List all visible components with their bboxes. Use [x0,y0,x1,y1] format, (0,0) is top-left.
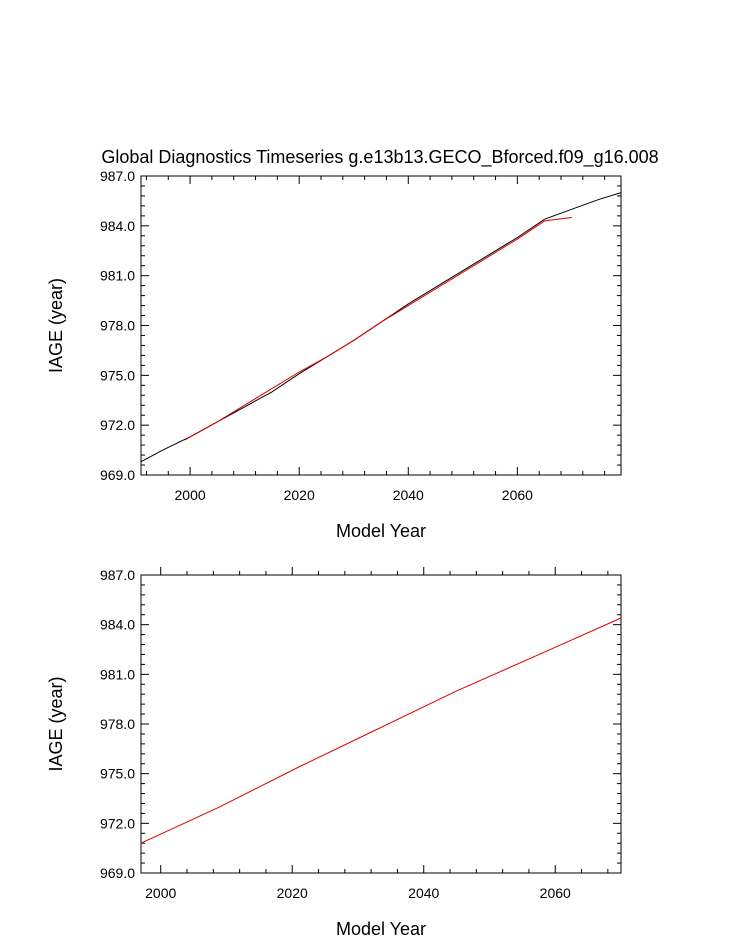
panel1-series-line-2 [184,217,572,441]
panel2-y-axis-title: IAGE (year) [46,676,66,771]
panel1-x-tick-label: 2000 [175,487,206,503]
panel1-series-line-1 [140,192,622,463]
panel2-y-tick-label: 975.0 [100,766,135,782]
panel2-y-tick-label: 981.0 [100,666,135,682]
panel2-x-tick-label: 2060 [540,885,571,901]
panel2-y-tick-label: 972.0 [100,815,135,831]
panel2-plot-frame [140,574,622,874]
panel1-x-tick-label: 2040 [393,487,424,503]
panel1-y-axis-title: IAGE (year) [46,278,66,373]
panel1-y-tick-label: 987.0 [100,168,135,184]
panel2-y-tick-label: 969.0 [100,865,135,881]
panel2-x-axis-title: Model Year [336,919,426,939]
panel1-x-tick-label: 2060 [502,487,533,503]
panel2-y-tick-label: 984.0 [100,617,135,633]
panel2-x-tick-label: 2000 [145,885,176,901]
panel2-y-tick-label: 978.0 [100,716,135,732]
panel1-y-tick-label: 969.0 [100,467,135,483]
panel1-x-axis-title: Model Year [336,521,426,541]
panel2-series-line-1 [140,617,622,844]
panel1-y-tick-label: 984.0 [100,218,135,234]
chart-title: Global Diagnostics Timeseries g.e13b13.G… [101,147,658,168]
panel2-x-tick-label: 2020 [277,885,308,901]
panel1-y-tick-label: 981.0 [100,268,135,284]
panel1-y-tick-label: 975.0 [100,367,135,383]
panel1-y-tick-label: 972.0 [100,417,135,433]
panel1-y-tick-label: 978.0 [100,318,135,334]
panel1-x-tick-label: 2020 [284,487,315,503]
panel2-x-tick-label: 2040 [408,885,439,901]
panel2-y-tick-label: 987.0 [100,567,135,583]
